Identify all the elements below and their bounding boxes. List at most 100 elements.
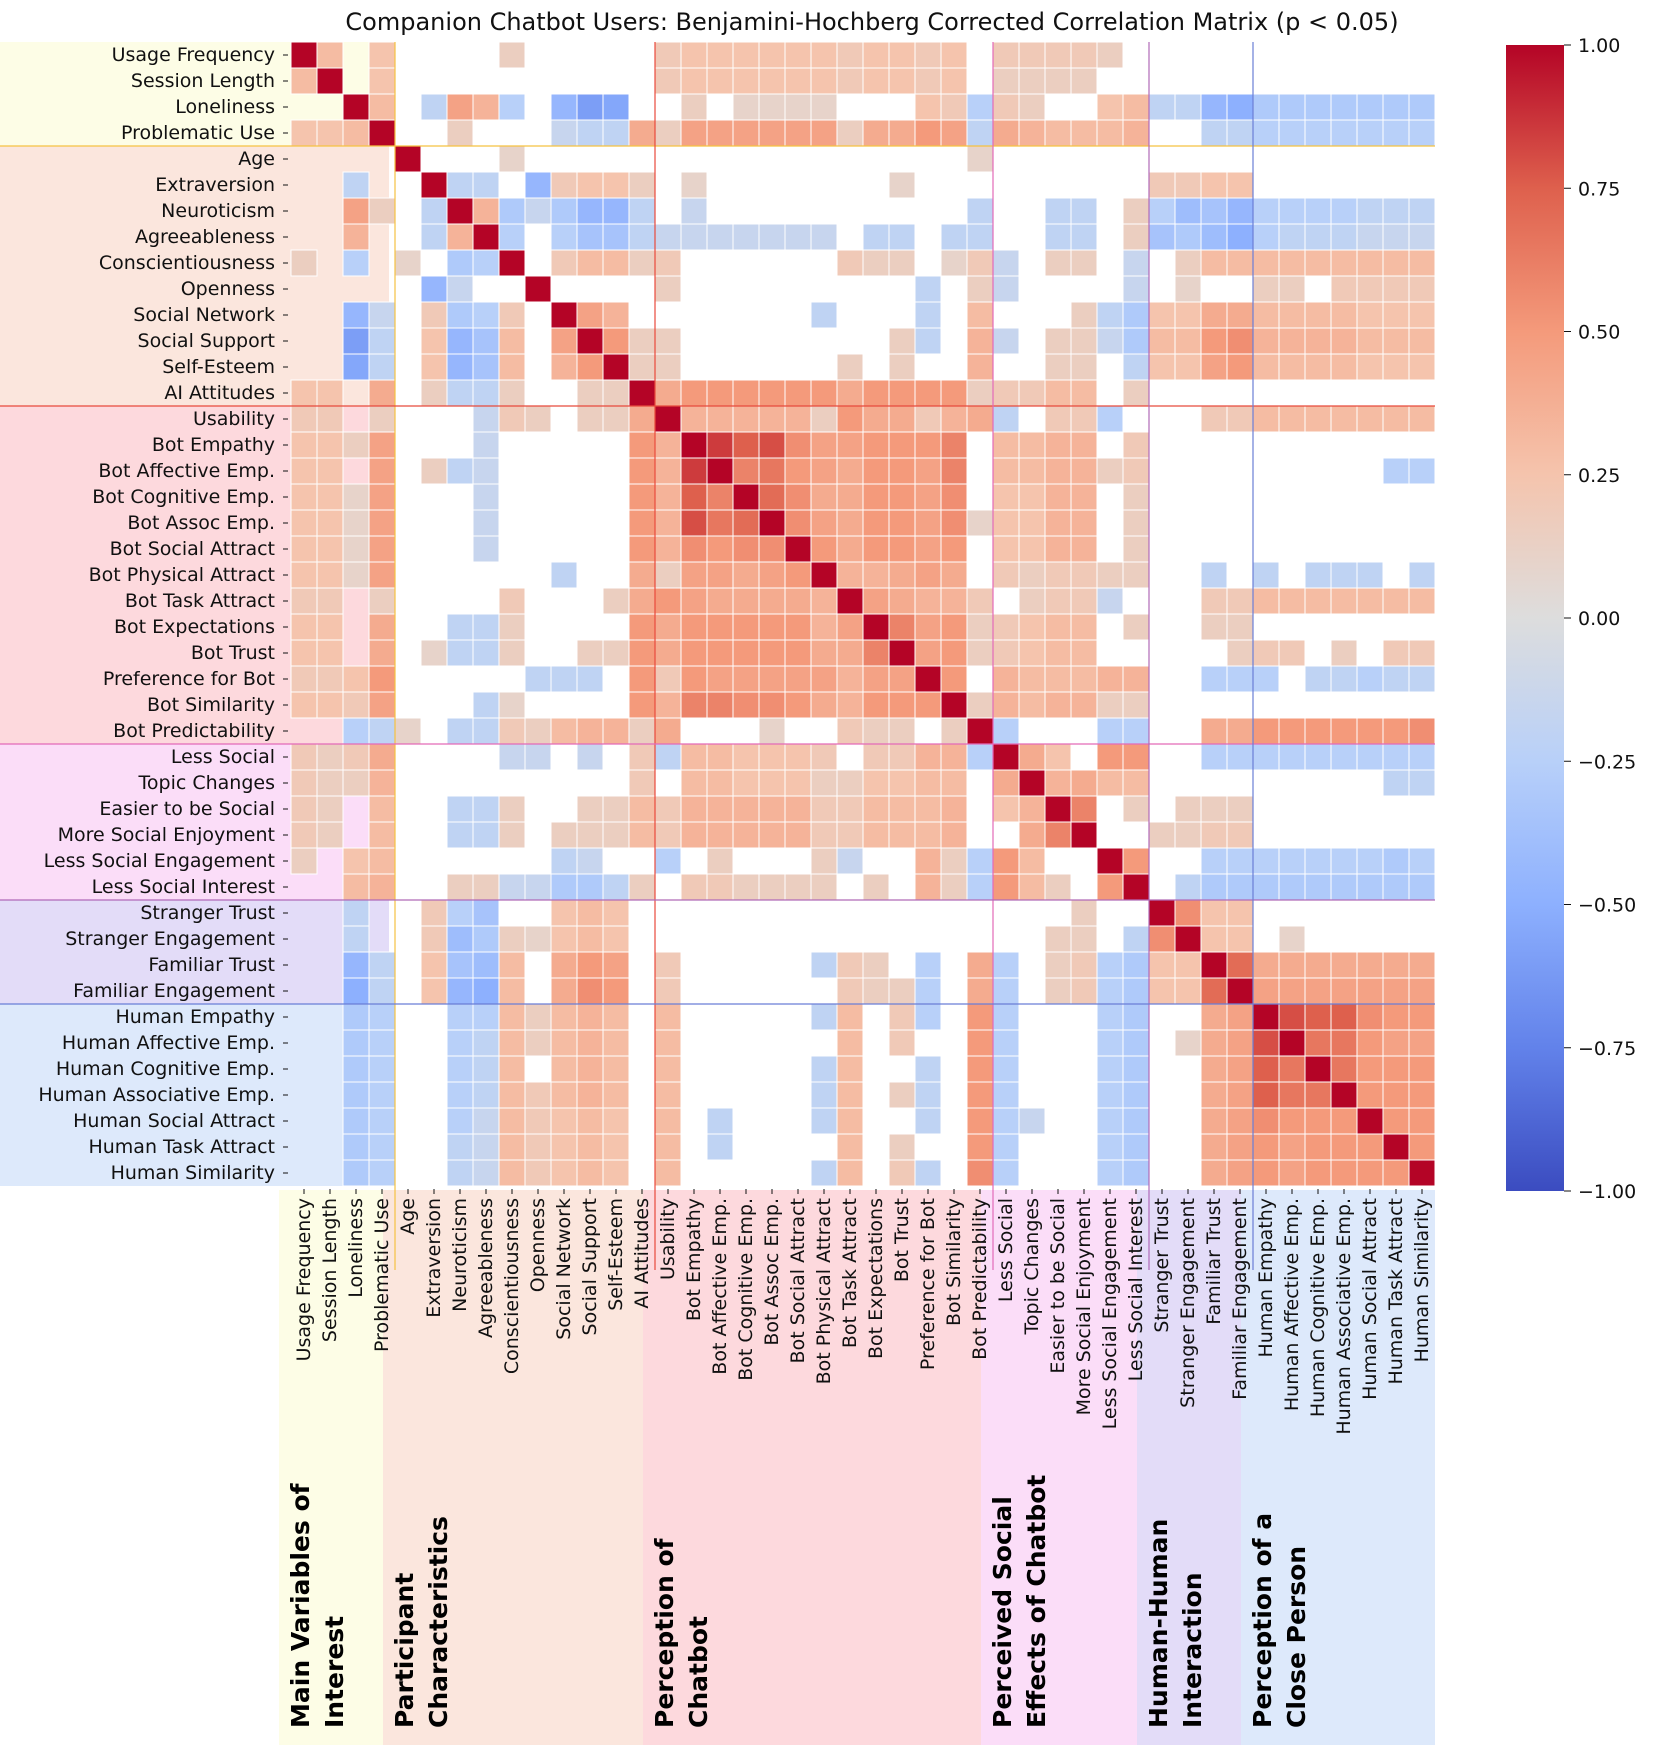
heatmap-cell <box>1070 119 1098 147</box>
heatmap-cell <box>602 379 630 407</box>
heatmap-cell <box>420 639 448 667</box>
heatmap-cell <box>1382 1055 1410 1083</box>
heatmap-cell <box>1330 1133 1358 1161</box>
heatmap-cell <box>654 743 682 771</box>
group-label: Perception of a <box>1248 1513 1277 1728</box>
heatmap-cell <box>862 873 890 901</box>
heatmap-cell <box>1304 327 1332 355</box>
row-label: Familiar Engagement <box>73 980 275 1002</box>
column-label: Bot Affective Emp. <box>709 1198 731 1375</box>
row-label: Openness <box>181 278 275 300</box>
heatmap-cells <box>290 41 1436 1187</box>
heatmap-cell <box>368 1081 396 1109</box>
row-label: AI Attitudes <box>164 382 275 404</box>
heatmap-cell <box>446 223 474 251</box>
heatmap-cell <box>654 1159 682 1187</box>
heatmap-cell <box>680 873 708 901</box>
heatmap-cell <box>1330 93 1358 121</box>
heatmap-cell <box>446 925 474 953</box>
heatmap-cell <box>654 1055 682 1083</box>
heatmap-cell <box>940 873 968 901</box>
heatmap-cell <box>1122 925 1150 953</box>
heatmap-cell <box>836 587 864 615</box>
heatmap-cell <box>1044 873 1072 901</box>
heatmap-cell <box>654 431 682 459</box>
heatmap-cell <box>1408 119 1436 147</box>
heatmap-cell <box>342 1055 370 1083</box>
heatmap-cell <box>758 561 786 589</box>
heatmap-cell <box>602 171 630 199</box>
heatmap-cell <box>706 821 734 849</box>
heatmap-cell <box>732 535 760 563</box>
heatmap-cell <box>654 275 682 303</box>
heatmap-cell <box>706 1107 734 1135</box>
heatmap-cell <box>1044 405 1072 433</box>
heatmap-cell <box>576 327 604 355</box>
heatmap-cell <box>1330 405 1358 433</box>
column-label: Bot Empathy <box>683 1198 705 1321</box>
heatmap-cell <box>758 821 786 849</box>
column-label: Self-Esteem <box>605 1198 627 1311</box>
heatmap-cell <box>1252 405 1280 433</box>
heatmap-cell <box>1174 795 1202 823</box>
heatmap-cell <box>576 405 604 433</box>
heatmap-cell <box>342 535 370 563</box>
heatmap-cell <box>1356 665 1384 693</box>
heatmap-cell <box>1304 93 1332 121</box>
heatmap-cell <box>628 769 656 797</box>
heatmap-cell <box>914 665 942 693</box>
heatmap-cell <box>550 821 578 849</box>
colorbar-tick-label: −0.25 <box>1578 751 1636 773</box>
heatmap-cell <box>1122 951 1150 979</box>
heatmap-cell <box>966 1159 994 1187</box>
heatmap-cell <box>1382 301 1410 329</box>
heatmap-cell <box>446 717 474 745</box>
heatmap-cell <box>1044 119 1072 147</box>
heatmap-cell <box>940 119 968 147</box>
heatmap-cell <box>550 951 578 979</box>
heatmap-cell <box>784 639 812 667</box>
heatmap-cell <box>1330 327 1358 355</box>
row-label: Less Social Engagement <box>44 850 275 872</box>
heatmap-cell <box>992 535 1020 563</box>
heatmap-cell <box>810 821 838 849</box>
heatmap-cell <box>758 743 786 771</box>
heatmap-cell <box>368 639 396 667</box>
column-label: Bot Physical Attract <box>813 1198 835 1384</box>
heatmap-cell <box>1356 1159 1384 1187</box>
heatmap-cell <box>602 405 630 433</box>
heatmap-cell <box>1044 561 1072 589</box>
heatmap-cell <box>862 67 890 95</box>
heatmap-cell <box>1408 327 1436 355</box>
heatmap-cell <box>1200 847 1228 875</box>
heatmap-cell <box>940 561 968 589</box>
heatmap-cell <box>1226 639 1254 667</box>
heatmap-cell <box>290 639 318 667</box>
heatmap-cell <box>966 145 994 173</box>
heatmap-cell <box>524 743 552 771</box>
heatmap-cell <box>1408 1003 1436 1031</box>
heatmap-cell <box>1356 197 1384 225</box>
heatmap-cell <box>524 665 552 693</box>
heatmap-cell <box>1382 327 1410 355</box>
heatmap-cell <box>368 41 396 69</box>
heatmap-cell <box>784 795 812 823</box>
heatmap-cell <box>1174 171 1202 199</box>
heatmap-cell <box>420 899 448 927</box>
heatmap-cell <box>1226 223 1254 251</box>
heatmap-cell <box>732 561 760 589</box>
row-label: More Social Enjoyment <box>58 824 275 846</box>
heatmap-cell <box>1356 1055 1384 1083</box>
heatmap-cell <box>1226 717 1254 745</box>
heatmap-cell <box>1382 457 1410 485</box>
heatmap-cell <box>680 743 708 771</box>
colorbar-tick-label: 0.75 <box>1578 178 1620 200</box>
heatmap-cell <box>1304 847 1332 875</box>
heatmap-cell <box>1330 873 1358 901</box>
heatmap-cell <box>472 171 500 199</box>
heatmap-cell <box>1174 223 1202 251</box>
row-label: Easier to be Social <box>99 798 275 820</box>
heatmap-cell <box>1200 873 1228 901</box>
heatmap-cell <box>472 1107 500 1135</box>
heatmap-cell <box>550 873 578 901</box>
